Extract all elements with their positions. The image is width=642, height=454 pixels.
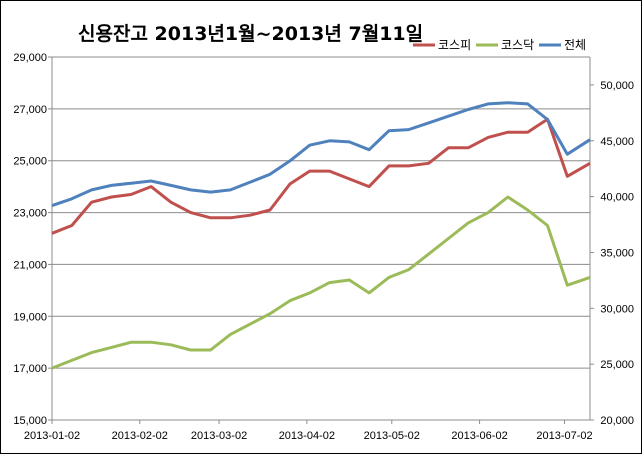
right-tick-label: 25,000 <box>600 359 634 371</box>
left-tick-label: 21,000 <box>13 259 47 271</box>
x-tick-label: 2013-02-02 <box>112 430 168 442</box>
x-tick-label: 2013-03-02 <box>191 430 247 442</box>
left-y-axis-ticks: 15,000 17,000 19,000 21,000 23,000 25,000 27,0… <box>13 52 52 427</box>
grid-lines <box>52 56 590 421</box>
left-tick-label: 29,000 <box>13 52 47 64</box>
legend-label: 코스피 <box>438 38 471 52</box>
right-tick-label: 20,000 <box>600 415 634 427</box>
x-tick-label: 2013-06-02 <box>451 430 507 442</box>
legend-label: 전체 <box>564 38 586 52</box>
left-tick-label: 25,000 <box>13 156 47 168</box>
left-tick-label: 17,000 <box>13 363 47 375</box>
right-tick-label: 30,000 <box>600 303 634 315</box>
legend-label: 코스닥 <box>501 38 534 52</box>
series-line-1 <box>51 117 591 235</box>
right-tick-label: 35,000 <box>600 247 634 259</box>
left-tick-label: 19,000 <box>13 311 47 323</box>
right-tick-label: 40,000 <box>600 192 634 204</box>
right-tick-label: 50,000 <box>600 80 634 92</box>
x-tick-label: 2013-07-02 <box>536 430 592 442</box>
x-axis-ticks: 2013-01-02 2013-02-02 2013-03-02 2013-04-02… <box>24 420 593 442</box>
left-tick-label: 27,000 <box>13 104 47 116</box>
legend: 코스피 코스닥 전체 <box>413 38 586 52</box>
left-tick-label: 23,000 <box>13 208 47 220</box>
series-line-2 <box>51 195 591 370</box>
right-tick-label: 45,000 <box>600 136 634 148</box>
x-tick-label: 2013-04-02 <box>279 430 335 442</box>
right-y-axis-ticks: 20,000 25,000 30,000 35,000 40,000 45,000 50,0… <box>590 80 634 427</box>
left-tick-label: 15,000 <box>13 415 47 427</box>
x-tick-label: 2013-01-02 <box>24 430 80 442</box>
x-tick-label: 2013-05-02 <box>364 430 420 442</box>
series-line-3 <box>51 101 591 208</box>
series-lines <box>51 101 591 370</box>
axes <box>51 57 591 421</box>
chart-title: 신용잔고 2013년1월~2013년 7월11일 <box>78 23 423 45</box>
